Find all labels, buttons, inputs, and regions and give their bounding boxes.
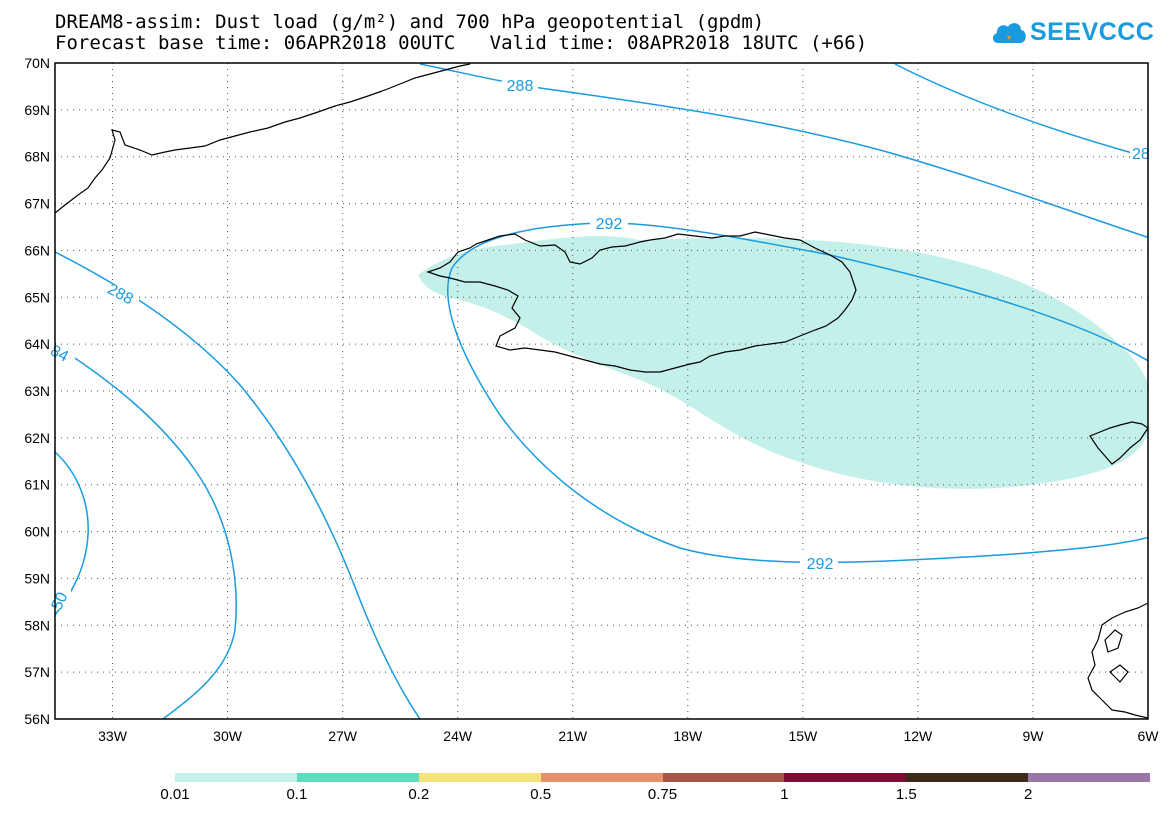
lat-tick-label: 64N <box>24 336 50 352</box>
colorbar-swatch <box>1028 773 1150 782</box>
lon-tick-label: 24W <box>443 728 473 744</box>
cloud-logo-icon <box>992 22 1026 43</box>
colorbar-label: 2 <box>1023 786 1033 803</box>
colorbar-swatch <box>418 773 541 782</box>
lat-tick-label: 60N <box>24 524 50 540</box>
colorbar-label: 0.1 <box>286 786 308 803</box>
brand-logo: SEEVCCC <box>990 18 1154 47</box>
lat-tick-label: 58N <box>24 617 50 633</box>
lon-tick-label: 12W <box>903 728 933 744</box>
colorbar-label: 1.5 <box>895 786 917 803</box>
colorbar-label: 0.75 <box>647 786 678 803</box>
contour-label: 292 <box>807 556 834 573</box>
lat-tick-label: 62N <box>24 430 50 446</box>
contour-label: 28 <box>1132 146 1150 163</box>
lon-tick-label: 18W <box>673 728 703 744</box>
contour-label: 288 <box>507 78 534 95</box>
iceland-coast <box>426 231 857 373</box>
lon-tick-label: 27W <box>328 728 358 744</box>
faroe-islands-coast <box>1089 421 1148 465</box>
lon-tick-label: 33W <box>98 728 128 744</box>
lat-tick-label: 67N <box>24 196 50 212</box>
chart-subtitle: Forecast base time: 06APR2018 00UTC Vali… <box>55 32 868 54</box>
lon-tick-label: 30W <box>213 728 243 744</box>
lat-tick-label: 69N <box>24 102 50 118</box>
lat-tick-label: 56N <box>24 711 50 727</box>
lat-tick-label: 66N <box>24 242 50 258</box>
colorbar <box>175 773 1150 782</box>
lat-tick-label: 63N <box>24 383 50 399</box>
colorbar-swatch <box>784 773 907 782</box>
lat-tick-label: 65N <box>24 289 50 305</box>
dust-area <box>418 236 1148 489</box>
contour-28x-northeast <box>894 63 1148 159</box>
lat-tick-label: 57N <box>24 664 50 680</box>
lon-tick-label: 6W <box>1138 728 1160 744</box>
scotland-islands-coast <box>1104 629 1129 683</box>
colorbar-swatch <box>175 773 297 782</box>
contour-label: 292 <box>596 216 623 233</box>
lon-tick-label: 21W <box>558 728 588 744</box>
lat-tick-label: 70N <box>24 55 50 71</box>
lat-tick-label: 68N <box>24 149 50 165</box>
colorbar-label: 0.5 <box>530 786 552 803</box>
scotland-coast <box>1087 602 1148 719</box>
map-grid <box>55 63 1148 719</box>
colorbar-label: 0.01 <box>160 786 190 803</box>
colorbar-swatch <box>662 773 785 782</box>
contour-284 <box>55 344 237 719</box>
lat-tick-label: 59N <box>24 570 50 586</box>
brand-name: SEEVCCC <box>1030 18 1155 46</box>
lat-tick-label: 61N <box>24 477 50 493</box>
latitude-labels: 70N 69N 68N 67N 66N 65N 64N 63N 62N 61N 60N 59N 58N 5… <box>24 55 50 727</box>
lon-tick-label: 15W <box>788 728 818 744</box>
colorbar-label: 0.2 <box>408 786 430 803</box>
map-frame <box>54 62 1149 720</box>
greenland-coast <box>55 63 471 214</box>
colorbar-swatch <box>906 773 1029 782</box>
lon-tick-label: 9W <box>1022 728 1044 744</box>
contour-288-north <box>419 63 1148 239</box>
longitude-labels: 33W 30W 27W 24W 21W 18W 15W 12W 9W 6W <box>98 728 1159 744</box>
colorbar-swatch <box>540 773 663 782</box>
contour-label: 84 <box>47 342 71 365</box>
colorbar-swatch <box>296 773 419 782</box>
contour-288-west <box>55 251 421 719</box>
colorbar-label: 1 <box>780 786 789 803</box>
chart-title: DREAM8-assim: Dust load (g/m²) and 700 h… <box>55 11 765 33</box>
